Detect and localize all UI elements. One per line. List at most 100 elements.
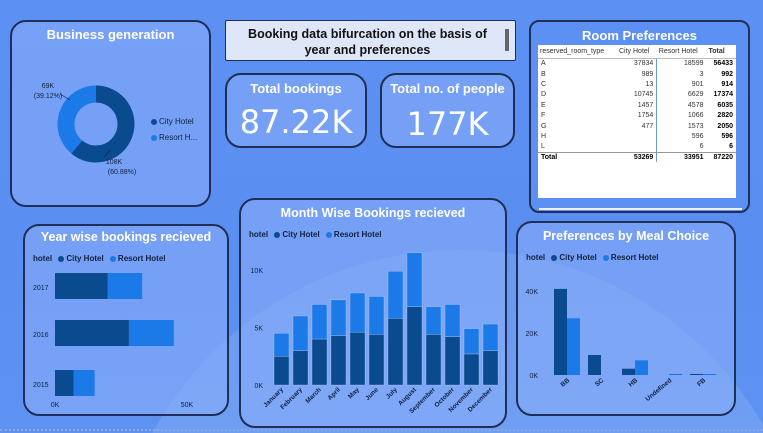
room-table-cell: G <box>541 122 547 130</box>
room-table-cell: 596 <box>691 132 704 140</box>
month-bar-august-city <box>406 306 423 386</box>
total-bookings-label: Total bookings <box>250 81 342 96</box>
meal-bar-bb-resort <box>567 318 580 375</box>
meal-card: Preferences by Meal Choice hotel City Ho… <box>516 221 736 416</box>
meal-title: Preferences by Meal Choice <box>542 229 710 243</box>
month-bar-december-resort <box>482 323 499 351</box>
month-bar-june-resort <box>368 296 385 335</box>
month-bar-february-city <box>292 350 309 386</box>
room-table-row: B 989 3 992 <box>538 68 736 80</box>
room-table-cell: 87220 <box>706 151 736 163</box>
meal-bar-sc-city <box>588 355 601 375</box>
month-bar-december-city <box>482 350 499 386</box>
year-bar-2016-resort <box>128 320 174 346</box>
room-table-row: H 596 596 <box>538 131 736 142</box>
month-x-label: July <box>385 386 399 400</box>
month-bar-april-resort <box>330 299 347 336</box>
room-table-cell: 13 <box>617 79 658 90</box>
room-table-cell: A <box>541 60 546 68</box>
room-table-cell: 6035 <box>717 101 733 109</box>
room-table-cell: B <box>541 70 546 78</box>
legend-resort: Resort H... <box>147 130 197 146</box>
room-table-cell: L <box>541 143 545 151</box>
meal-y-tick: 20K <box>526 331 539 338</box>
donut-leader-city <box>103 149 111 158</box>
month-x-label: March <box>304 386 323 405</box>
month-bar-november-city <box>463 353 480 386</box>
month-bar-november-resort <box>463 328 480 355</box>
donut-slice-resort-hotel <box>57 85 135 163</box>
room-table-cell <box>617 131 658 142</box>
business-donut-chart: 69K (39.12%) 108K (60.88%) <box>34 83 136 176</box>
room-table-cell: 914 <box>721 80 733 88</box>
year-tick-label: 2015 <box>33 382 49 389</box>
room-table: reserved_room_type City Hotel Resort Hotel… <box>538 45 736 163</box>
room-table-cell: 4578 <box>687 101 704 109</box>
meal-x-label: Undefined <box>644 377 673 403</box>
month-bar-september-resort <box>425 306 442 335</box>
table-scrollbar[interactable] <box>539 208 742 210</box>
month-bar-january-resort <box>273 333 290 357</box>
month-y-tick: 0K <box>254 383 263 390</box>
month-wise-card: Month Wise Bookings recieved hotel City … <box>239 198 507 428</box>
room-table-cell: 1066 <box>687 112 704 120</box>
room-table-cell: 901 <box>691 80 704 88</box>
room-table-cell: 6 <box>729 143 733 151</box>
month-y-tick: 10K <box>251 268 264 275</box>
year-tick-label: 2017 <box>33 285 49 292</box>
scrollbar[interactable] <box>505 29 509 51</box>
room-table-cell: D <box>541 91 547 99</box>
donut-label-city-value: 108K <box>106 159 123 166</box>
month-bar-april-city <box>330 335 347 386</box>
total-people-value: 177K <box>406 105 489 143</box>
total-bookings-value: 87.22K <box>239 103 353 141</box>
room-table-cell: 3 <box>699 70 704 78</box>
meal-x-label: SC <box>594 377 606 388</box>
room-table-row: E 1457 4578 6035 <box>538 100 736 111</box>
month-bar-march-city <box>311 338 328 386</box>
month-x-label: May <box>347 386 361 400</box>
room-table-row: C 13 901 914 <box>538 79 736 90</box>
month-bar-august-resort <box>406 252 423 307</box>
room-table-cell: 477 <box>617 120 658 132</box>
total-people-card: Total no. of people 177K <box>380 73 515 148</box>
month-bar-june-city <box>368 334 385 386</box>
meal-x-label: BB <box>560 377 572 389</box>
room-table-row: D 10745 6629 17374 <box>538 89 736 101</box>
room-table-cell: 6629 <box>687 91 704 99</box>
meal-y-tick: 40K <box>526 289 539 296</box>
room-table-cell: F <box>541 112 546 120</box>
month-x-label: April <box>326 386 342 402</box>
room-table-cell: 53269 <box>617 151 658 163</box>
meal-bar-undefined-resort <box>669 373 682 375</box>
room-table-row: Total 53269 33951 87220 <box>538 151 736 163</box>
room-table-row: A 37834 18599 56433 <box>538 58 736 69</box>
room-col-header[interactable]: reserved_room_type <box>538 45 617 59</box>
meal-bar-chart: 0K 20K 40K BB SC HB Undefined FB <box>526 288 716 403</box>
room-table-row: F 1754 1066 2820 <box>538 110 736 121</box>
month-bar-may-resort <box>349 292 366 333</box>
meal-bar-bb-city <box>554 288 567 375</box>
room-preferences-card: Room Preferences reserved_room_type City … <box>529 20 750 213</box>
total-bookings-card: Total bookings 87.22K <box>225 73 367 148</box>
room-table-wrapper: reserved_room_type City Hotel Resort Hotel… <box>538 45 736 198</box>
room-table-cell: 18599 <box>684 60 704 68</box>
room-col-header[interactable]: Resort Hotel <box>656 45 707 59</box>
header-title-box: Booking data bifurcation on the basis of… <box>225 20 516 61</box>
room-table-cell: 1573 <box>687 122 704 130</box>
meal-x-label: FB <box>696 377 707 388</box>
meal-bar-hb-city <box>622 368 635 375</box>
meal-bar-fb-resort <box>703 374 716 375</box>
room-table-cell: 2050 <box>717 122 733 130</box>
meal-bar-fb-city <box>690 373 703 375</box>
room-table-cell: 10745 <box>617 89 658 101</box>
room-col-header[interactable]: City Hotel <box>617 45 657 59</box>
month-bar-may-city <box>349 331 366 386</box>
month-bar-october-resort <box>444 304 461 337</box>
month-legend: hotel City Hotel Resort Hotel <box>249 230 382 239</box>
room-col-header[interactable]: Total <box>706 45 736 59</box>
room-table-cell: E <box>541 101 546 109</box>
room-table-cell: C <box>541 80 547 88</box>
legend-city: City Hotel <box>147 114 197 130</box>
total-people-label: Total no. of people <box>390 81 505 96</box>
